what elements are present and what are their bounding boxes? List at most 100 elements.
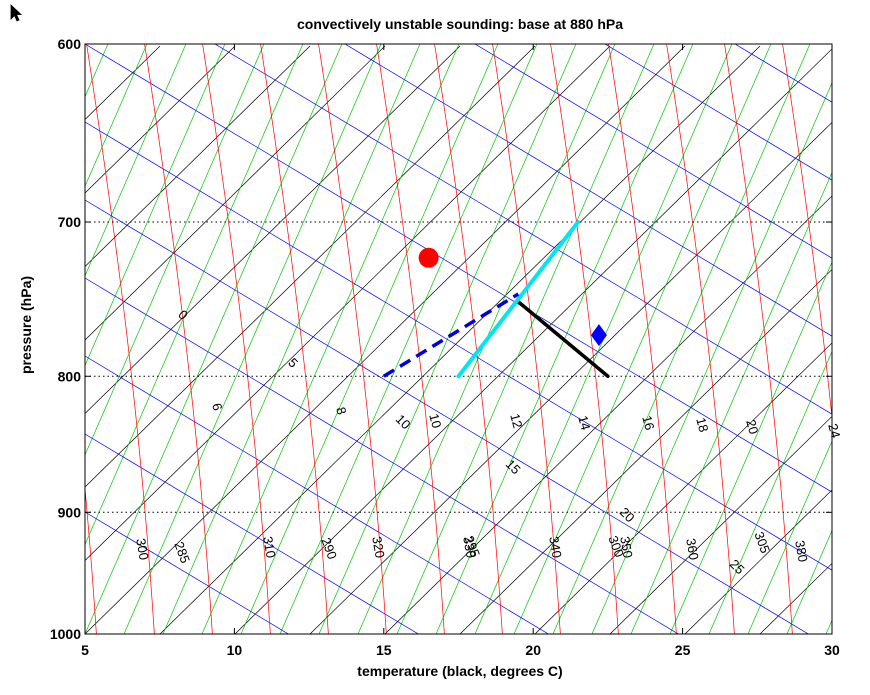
mixing-ratio-label: 20 bbox=[743, 418, 761, 436]
mixing-ratio-line bbox=[552, 44, 811, 634]
mixing-ratio-label: 10 bbox=[426, 412, 444, 430]
moist-adiabat-line bbox=[839, 34, 870, 644]
moist-adiabat-label: 360 bbox=[683, 537, 702, 561]
moist-adiabat-line bbox=[434, 44, 503, 634]
mixing-ratio-label: 18 bbox=[693, 416, 711, 434]
mixing-ratio-line bbox=[240, 44, 499, 634]
x-tick-label: 20 bbox=[525, 642, 541, 658]
isotherm-label: 5 bbox=[285, 355, 301, 371]
moist-adiabat-line bbox=[550, 44, 619, 634]
isotherm-line bbox=[459, 268, 832, 634]
isotherm-line bbox=[85, 45, 236, 194]
mouse-cursor-icon bbox=[10, 4, 23, 22]
dry-adiabat-line bbox=[85, 511, 290, 634]
dry-adiabat-label: 305 bbox=[751, 530, 773, 556]
dry-adiabat-label: 290 bbox=[318, 536, 340, 562]
moist-adiabat-line bbox=[724, 44, 793, 634]
mixing-ratio-line bbox=[85, 44, 265, 456]
x-tick-label: 5 bbox=[81, 642, 89, 658]
mixing-ratio-line bbox=[85, 44, 304, 546]
dry-adiabat-line bbox=[344, 44, 832, 337]
sounding-line-2 bbox=[382, 292, 520, 378]
mixing-ratio-line bbox=[435, 44, 694, 634]
mixing-ratio-line bbox=[591, 82, 832, 634]
mixing-ratio-line bbox=[318, 44, 577, 634]
isotherm-line bbox=[384, 195, 832, 634]
mixing-ratio-label: 24 bbox=[825, 422, 843, 440]
moist-adiabat-label: 300 bbox=[133, 537, 152, 561]
mixing-ratio-line bbox=[630, 171, 832, 634]
mixing-ratio-line bbox=[162, 44, 421, 634]
mixing-ratio-line bbox=[85, 44, 187, 277]
isotherm-line bbox=[609, 415, 832, 634]
mixing-ratio-line bbox=[708, 350, 832, 634]
x-tick-label: 15 bbox=[376, 642, 392, 658]
y-axis-label: pressure (hPa) bbox=[18, 276, 34, 374]
isotherm-line bbox=[835, 46, 870, 634]
moist-adiabat-label: 350 bbox=[617, 535, 636, 559]
dry-adiabat-label: 285 bbox=[171, 540, 193, 566]
isotherm-line bbox=[85, 45, 461, 414]
mixing-ratio-line bbox=[747, 440, 832, 634]
dry-adiabat-line bbox=[85, 121, 832, 571]
y-tick-label: 700 bbox=[58, 214, 82, 230]
isotherm-line bbox=[684, 489, 832, 634]
moist-adiabat-line bbox=[85, 485, 97, 634]
mixing-ratio-line bbox=[825, 619, 832, 634]
mixing-ratio-line bbox=[357, 44, 616, 634]
x-tick-label: 10 bbox=[227, 642, 243, 658]
isotherm-line bbox=[309, 121, 832, 634]
mixing-ratio-label: 14 bbox=[575, 414, 593, 432]
dry-adiabat-line bbox=[85, 277, 680, 634]
x-axis-label: temperature (black, degrees C) bbox=[357, 663, 562, 679]
mixing-ratio-label: 6 bbox=[209, 401, 225, 412]
mixing-ratio-line bbox=[85, 44, 148, 188]
mixing-ratio-line bbox=[669, 261, 832, 634]
mixing-ratio-line bbox=[201, 44, 460, 634]
isotherm-line bbox=[85, 46, 86, 47]
dry-adiabat-line bbox=[85, 44, 832, 493]
isotherm-label: 20 bbox=[617, 504, 638, 525]
isotherm-line bbox=[85, 45, 686, 634]
mixing-ratio-line bbox=[85, 44, 343, 634]
mixing-ratio-label: 8 bbox=[333, 405, 349, 416]
mixing-ratio-line bbox=[279, 44, 538, 634]
dry-adiabat-line bbox=[85, 433, 420, 634]
plot-frame bbox=[84, 43, 833, 635]
dry-adiabat-label: 295 bbox=[461, 534, 483, 560]
dry-adiabat-line bbox=[474, 44, 832, 259]
isotherm-line bbox=[234, 48, 832, 634]
dry-adiabat-line bbox=[85, 355, 550, 634]
y-tick-label: 800 bbox=[58, 368, 82, 384]
isotherm-line bbox=[759, 562, 832, 634]
isotherm-line bbox=[85, 45, 386, 341]
blue-diamond-marker bbox=[590, 324, 607, 347]
moist-adiabat-label: 310 bbox=[260, 535, 279, 559]
mixing-ratio-line bbox=[865, 14, 870, 634]
moist-adiabat-line bbox=[260, 44, 329, 634]
mixing-ratio-line bbox=[396, 44, 655, 634]
mixing-ratio-line bbox=[85, 44, 226, 367]
moist-adiabat-label: 340 bbox=[546, 535, 565, 559]
moist-adiabat-label: 380 bbox=[792, 539, 811, 563]
moist-adiabat-line bbox=[608, 44, 677, 634]
isotherm-line bbox=[85, 45, 611, 561]
moist-adiabat-line bbox=[144, 44, 213, 634]
isotherm-line bbox=[0, 46, 10, 634]
sounding-line-0 bbox=[516, 299, 610, 379]
moist-adiabat-label: 330 bbox=[460, 535, 479, 559]
moist-adiabat-line bbox=[86, 44, 155, 634]
x-tick-label: 30 bbox=[824, 642, 840, 658]
red-circle-marker bbox=[418, 247, 439, 268]
moist-adiabat-label: 320 bbox=[369, 535, 388, 559]
x-tick-label: 25 bbox=[675, 642, 691, 658]
isotherm-line bbox=[85, 45, 311, 267]
y-tick-label: 600 bbox=[58, 36, 82, 52]
mixing-ratio-line bbox=[474, 44, 733, 634]
sounding-line-1 bbox=[456, 220, 581, 379]
y-tick-label: 1000 bbox=[50, 626, 81, 642]
isotherm-line bbox=[85, 45, 536, 488]
mixing-ratio-line bbox=[513, 44, 772, 634]
dry-adiabat-line bbox=[604, 44, 832, 181]
